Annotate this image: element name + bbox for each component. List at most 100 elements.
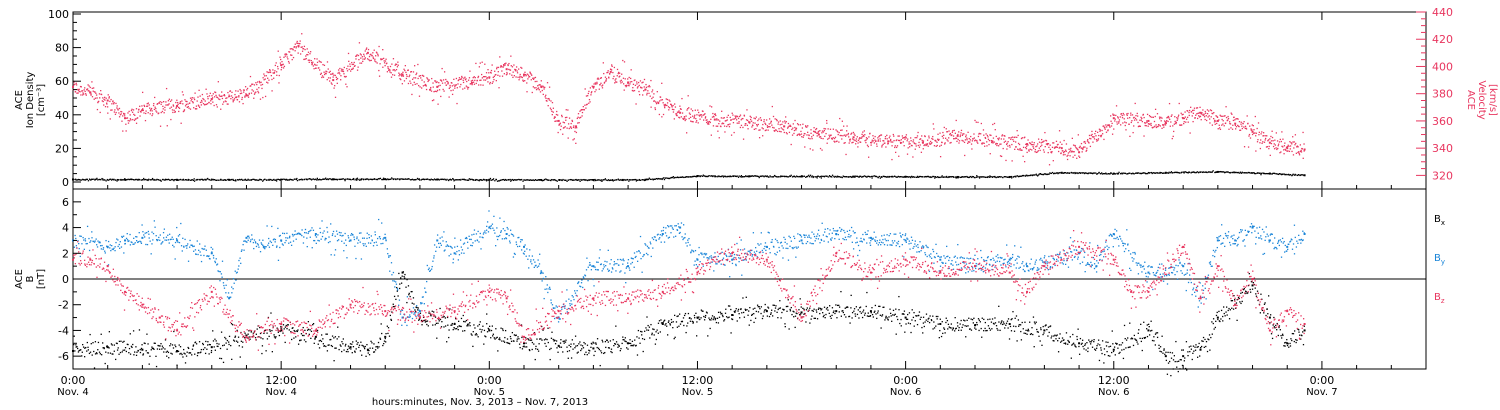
velocity-sample: [355, 55, 358, 57]
velocity-sample: [1153, 120, 1156, 123]
velocity-sample: [645, 83, 647, 86]
density-sample: [455, 179, 457, 181]
velocity-sample: [986, 141, 988, 143]
velocity-sample: [505, 74, 508, 76]
bx-sample: [566, 350, 569, 353]
velocity-sample: [420, 87, 423, 89]
velocity-sample: [172, 105, 175, 107]
bx-point: [869, 310, 872, 313]
bx-sample: [435, 322, 438, 325]
density-sample: [982, 176, 984, 178]
velocity-sample: [716, 119, 718, 121]
velocity-sample: [649, 86, 651, 88]
velocity-sample: [905, 134, 908, 136]
velocity-sample: [395, 68, 398, 71]
velocity-sample: [81, 90, 83, 92]
bx-sample: [485, 336, 487, 338]
velocity-sample: [546, 100, 548, 102]
velocity-sample: [401, 83, 403, 85]
velocity-sample: [283, 65, 286, 68]
velocity-sample: [288, 51, 291, 53]
bx-sample: [572, 348, 574, 350]
density-sample: [786, 176, 789, 178]
velocity-sample: [693, 116, 696, 118]
velocity-sample: [797, 124, 800, 126]
velocity-sample: [217, 98, 220, 100]
bx-sample: [626, 342, 629, 344]
velocity-sample: [1284, 148, 1286, 150]
velocity-sample: [1016, 130, 1018, 132]
velocity-sample: [241, 96, 243, 99]
bx-sample: [281, 328, 283, 330]
velocity-sample: [421, 79, 423, 81]
bx-sample: [453, 327, 455, 329]
density-sample: [685, 176, 687, 178]
bx-sample: [153, 342, 155, 344]
velocity-sample: [160, 103, 162, 105]
bx-sample: [284, 326, 287, 328]
density-sample: [1074, 171, 1076, 174]
density-sample: [1127, 173, 1129, 175]
velocity-sample: [594, 91, 596, 93]
density-sample: [699, 175, 702, 177]
velocity-sample: [1224, 122, 1227, 124]
bx-sample: [335, 347, 337, 349]
bx-sample: [612, 339, 614, 341]
density-sample: [1241, 172, 1243, 174]
density-sample: [483, 179, 485, 181]
bx-sample: [555, 340, 558, 342]
velocity-sample: [765, 123, 767, 126]
velocity-sample: [510, 65, 512, 67]
velocity-sample: [1022, 146, 1025, 149]
velocity-sample: [1164, 124, 1167, 126]
density-sample: [1035, 173, 1037, 175]
velocity-sample: [1043, 151, 1045, 153]
velocity-sample: [1160, 116, 1162, 119]
velocity-sample: [957, 138, 959, 141]
velocity-sample: [1063, 150, 1066, 153]
bx-sample: [433, 311, 435, 313]
velocity-sample: [1149, 116, 1152, 118]
velocity-sample: [254, 92, 256, 94]
bx-sample: [73, 343, 75, 346]
bx-point: [401, 271, 404, 274]
bx-sample: [399, 283, 401, 285]
density-sample: [290, 179, 293, 181]
velocity-sample: [383, 60, 385, 62]
density-sample: [688, 176, 690, 178]
bx-sample: [228, 341, 230, 343]
velocity-sample: [687, 95, 689, 97]
density-sample: [1211, 171, 1213, 173]
velocity-sample: [921, 141, 924, 143]
bx-sample: [388, 335, 391, 337]
velocity-sample: [730, 119, 732, 121]
velocity-sample: [573, 138, 575, 140]
velocity-sample: [1192, 112, 1195, 114]
velocity-sample: [1007, 145, 1009, 147]
velocity-sample: [647, 90, 649, 92]
velocity-sample: [790, 143, 792, 146]
velocity-sample: [211, 95, 213, 97]
velocity-sample: [1282, 138, 1284, 140]
density-sample: [342, 178, 344, 180]
density-sample: [421, 178, 423, 181]
velocity-sample: [1219, 128, 1222, 131]
density-sample: [1240, 172, 1242, 174]
bx-sample: [204, 347, 206, 349]
velocity-sample: [141, 109, 143, 112]
velocity-sample: [884, 142, 886, 144]
density-sample: [849, 175, 851, 178]
velocity-sample: [386, 71, 389, 73]
bx-sample: [246, 337, 248, 339]
velocity-sample: [673, 108, 675, 111]
density-sample: [594, 178, 596, 181]
velocity-sample: [502, 66, 504, 68]
density-sample: [1081, 172, 1084, 174]
density-sample: [1247, 171, 1249, 174]
velocity-sample: [467, 79, 470, 81]
bx-sample: [462, 314, 464, 317]
velocity-sample: [1124, 124, 1126, 127]
velocity-sample: [389, 65, 392, 68]
velocity-sample: [959, 135, 961, 138]
density-sample: [867, 175, 869, 178]
